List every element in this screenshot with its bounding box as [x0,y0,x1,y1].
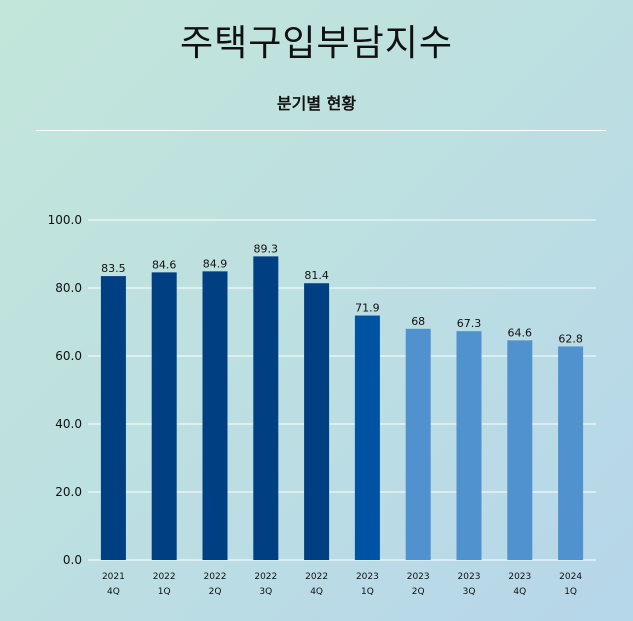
bar [151,272,177,560]
x-tick-label-year: 2023 [407,572,430,582]
y-tick-label: 20.0 [55,485,82,499]
bar [100,276,126,560]
data-label: 67.3 [457,317,482,330]
data-label: 71.9 [355,302,380,315]
bar [253,256,279,560]
x-tick-label-quarter: 3Q [259,587,272,597]
x-tick-label-year: 2024 [559,572,582,582]
data-label: 62.8 [558,332,583,345]
bar [202,271,228,560]
x-tick-label-year: 2022 [153,572,176,582]
x-tick-label-quarter: 4Q [310,587,323,597]
chart-subtitle: 분기별 현황 [276,94,357,113]
x-tick-label-quarter: 4Q [513,587,526,597]
bar [304,283,330,560]
x-tick-label-year: 2022 [204,572,227,582]
x-tick-label-quarter: 1Q [361,587,374,597]
bar [405,328,431,560]
x-tick-label-year: 2023 [508,572,531,582]
x-tick-label-quarter: 1Q [564,587,577,597]
data-label: 81.4 [304,269,329,282]
x-tick-label-year: 2023 [356,572,379,582]
y-tick-label: 40.0 [55,417,82,431]
data-label: 84.9 [203,257,228,270]
x-tick-label-year: 2022 [305,572,328,582]
data-label: 89.3 [254,242,279,255]
x-tick-label-quarter: 2Q [209,587,222,597]
data-label: 64.6 [508,326,533,339]
bar [456,331,482,560]
y-tick-label: 0.0 [63,553,82,567]
bar [507,340,533,560]
title-divider [36,130,606,131]
y-tick-label: 60.0 [55,349,82,363]
chart-title: 주택구입부담지수 [180,23,453,64]
data-label: 84.6 [152,258,177,271]
x-tick-label-year: 2021 [102,572,125,582]
y-tick-label: 100.0 [48,213,82,227]
x-tick-label-quarter: 4Q [107,587,120,597]
x-tick-label-year: 2022 [254,572,277,582]
x-tick-label-quarter: 1Q [158,587,171,597]
bar [558,346,584,560]
x-tick-label-year: 2023 [458,572,481,582]
data-label: 83.5 [101,262,126,275]
data-label: 68 [411,315,425,328]
x-tick-label-quarter: 3Q [463,587,476,597]
y-tick-label: 80.0 [55,281,82,295]
x-tick-label-quarter: 2Q [412,587,425,597]
bar [354,315,380,560]
